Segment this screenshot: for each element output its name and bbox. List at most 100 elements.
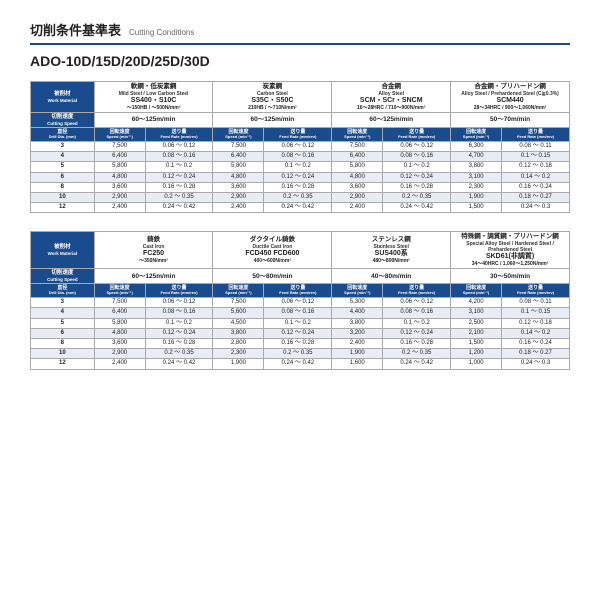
- material-header: 軟鋼・低炭素鋼Mild Steel / Low Carbon SteelSS40…: [94, 82, 213, 113]
- rpm-cell: 6,400: [332, 152, 383, 162]
- feed-cell: 0.16 ～ 0.28: [383, 182, 451, 192]
- rpm-header: 回転速度Speed (min⁻¹): [213, 284, 264, 298]
- rpm-cell: 4,800: [213, 172, 264, 182]
- cutting-speed-value: 60～125m/min: [213, 113, 332, 128]
- feed-cell: 0.06 ～ 0.12: [145, 141, 213, 151]
- table-row: 64,8000.12 ～ 0.243,8000.12 ～ 0.243,2000.…: [31, 328, 570, 338]
- feed-cell: 0.1 ～ 0.2: [383, 318, 451, 328]
- feed-cell: 0.2 ～ 0.35: [383, 349, 451, 359]
- feed-header: 送り量Feed Rate (mm/rev): [264, 128, 332, 142]
- material-header: 特殊鋼・調質鋼・プリハードン鋼Special Alloy Steel / Har…: [451, 232, 570, 269]
- tables-container: 被削材Work Material軟鋼・低炭素鋼Mild Steel / Low …: [30, 81, 570, 370]
- rpm-cell: 3,600: [332, 182, 383, 192]
- table-row: 64,8000.12 ～ 0.244,8000.12 ～ 0.244,8000.…: [31, 172, 570, 182]
- rpm-cell: 2,300: [213, 349, 264, 359]
- rpm-cell: 6,400: [94, 308, 145, 318]
- rpm-cell: 4,700: [451, 152, 502, 162]
- rpm-cell: 7,500: [213, 298, 264, 308]
- work-material-header: 被削材Work Material: [31, 82, 95, 113]
- rpm-cell: 5,800: [94, 162, 145, 172]
- model-code: ADO-10D/15D/20D/25D/30D: [30, 53, 570, 69]
- cutting-speed-value: 30～50m/min: [451, 269, 570, 284]
- feed-cell: 0.16 ～ 0.28: [145, 182, 213, 192]
- cutting-speed-header: 切削速度Cutting Speed: [31, 269, 95, 284]
- material-header: ステンレス鋼Stainless SteelSUS400系480～800N/mm²: [332, 232, 451, 269]
- feed-cell: 0.16 ～ 0.24: [502, 182, 570, 192]
- feed-cell: 0.08 ～ 0.16: [264, 308, 332, 318]
- rpm-cell: 1,600: [332, 359, 383, 369]
- feed-cell: 0.12 ～ 0.24: [383, 328, 451, 338]
- rpm-cell: 1,900: [451, 192, 502, 202]
- rpm-cell: 5,800: [332, 162, 383, 172]
- feed-cell: 0.06 ～ 0.12: [264, 298, 332, 308]
- diameter-header: 直径Drill Dia. (mm): [31, 284, 95, 298]
- feed-cell: 0.2 ～ 0.35: [264, 192, 332, 202]
- rpm-cell: 7,500: [213, 141, 264, 151]
- diameter-cell: 8: [31, 339, 95, 349]
- feed-cell: 0.24 ～ 0.42: [383, 203, 451, 213]
- rpm-header: 回転速度Speed (min⁻¹): [94, 284, 145, 298]
- feed-cell: 0.1 ～ 0.2: [145, 318, 213, 328]
- feed-cell: 0.16 ～ 0.28: [264, 339, 332, 349]
- rpm-cell: 3,200: [332, 328, 383, 338]
- feed-cell: 0.16 ～ 0.28: [264, 182, 332, 192]
- rpm-cell: 4,800: [94, 328, 145, 338]
- table-row: 83,6000.16 ～ 0.283,6000.16 ～ 0.283,6000.…: [31, 182, 570, 192]
- feed-cell: 0.1 ～ 0.15: [502, 308, 570, 318]
- rpm-header: 回転速度Speed (min⁻¹): [332, 284, 383, 298]
- feed-cell: 0.2 ～ 0.35: [145, 349, 213, 359]
- feed-cell: 0.16 ～ 0.24: [502, 339, 570, 349]
- rpm-cell: 6,400: [94, 152, 145, 162]
- rpm-cell: 2,500: [451, 318, 502, 328]
- rpm-cell: 2,900: [94, 192, 145, 202]
- rpm-cell: 7,500: [94, 141, 145, 151]
- rpm-cell: 3,100: [451, 172, 502, 182]
- rpm-header: 回転速度Speed (min⁻¹): [451, 128, 502, 142]
- feed-cell: 0.12 ～ 0.24: [145, 172, 213, 182]
- work-material-header: 被削材Work Material: [31, 232, 95, 269]
- rpm-header: 回転速度Speed (min⁻¹): [213, 128, 264, 142]
- feed-cell: 0.24 ～ 0.42: [145, 359, 213, 369]
- cutting-speed-header: 切削速度Cutting Speed: [31, 113, 95, 128]
- rpm-cell: 3,600: [94, 339, 145, 349]
- feed-cell: 0.08 ～ 0.16: [264, 152, 332, 162]
- cutting-speed-value: 40～80m/min: [332, 269, 451, 284]
- rpm-cell: 1,000: [451, 359, 502, 369]
- diameter-header: 直径Drill Dia. (mm): [31, 128, 95, 142]
- feed-cell: 0.08 ～ 0.16: [145, 152, 213, 162]
- feed-cell: 0.24 ～ 0.42: [264, 203, 332, 213]
- feed-cell: 0.08 ～ 0.16: [383, 308, 451, 318]
- table-row: 102,9000.2 ～ 0.352,3000.2 ～ 0.351,9000.2…: [31, 349, 570, 359]
- feed-cell: 0.14 ～ 0.2: [502, 172, 570, 182]
- rpm-cell: 4,200: [451, 298, 502, 308]
- rpm-cell: 5,600: [213, 308, 264, 318]
- feed-cell: 0.08 ～ 0.16: [383, 152, 451, 162]
- rpm-cell: 5,800: [94, 318, 145, 328]
- rpm-cell: 2,400: [213, 203, 264, 213]
- rpm-cell: 3,800: [332, 318, 383, 328]
- diameter-cell: 5: [31, 318, 95, 328]
- rpm-header: 回転速度Speed (min⁻¹): [451, 284, 502, 298]
- rpm-cell: 7,500: [94, 298, 145, 308]
- feed-cell: 0.12 ～ 0.24: [264, 172, 332, 182]
- diameter-cell: 3: [31, 141, 95, 151]
- material-header: 合金鋼・プリハードン鋼Alloy Steel / Prehardened Ste…: [451, 82, 570, 113]
- rpm-cell: 4,500: [213, 318, 264, 328]
- rpm-cell: 2,100: [451, 328, 502, 338]
- cutting-conditions-table: 被削材Work Material鋳鉄Cast IronFC250～350N/mm…: [30, 231, 570, 369]
- rpm-cell: 3,100: [451, 308, 502, 318]
- cutting-speed-value: 50～70m/min: [451, 113, 570, 128]
- feed-cell: 0.06 ～ 0.12: [264, 141, 332, 151]
- feed-cell: 0.12 ～ 0.24: [264, 328, 332, 338]
- feed-header: 送り量Feed Rate (mm/rev): [383, 128, 451, 142]
- rpm-cell: 4,800: [332, 172, 383, 182]
- diameter-cell: 4: [31, 152, 95, 162]
- cutting-speed-value: 50～80m/min: [213, 269, 332, 284]
- feed-cell: 0.12 ～ 0.24: [145, 328, 213, 338]
- rpm-cell: 4,400: [332, 308, 383, 318]
- rpm-cell: 2,900: [332, 192, 383, 202]
- feed-header: 送り量Feed Rate (mm/rev): [145, 284, 213, 298]
- title-jp: 切削条件基準表: [30, 23, 121, 38]
- feed-cell: 0.24 ～ 0.42: [264, 359, 332, 369]
- feed-cell: 0.16 ～ 0.28: [383, 339, 451, 349]
